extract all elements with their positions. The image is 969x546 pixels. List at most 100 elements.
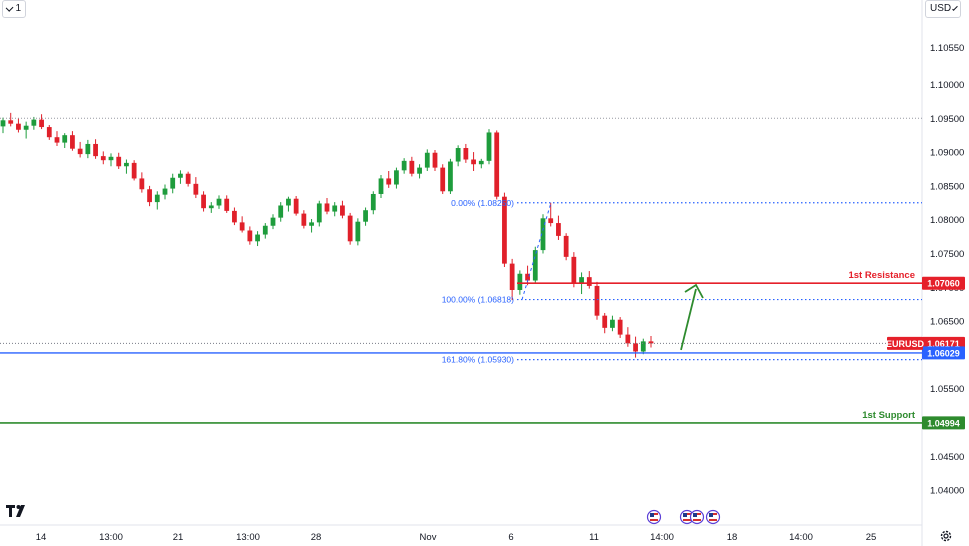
candle-body — [378, 178, 384, 194]
candle-body — [617, 319, 623, 335]
support-price-tag: 1.04994 — [927, 418, 960, 428]
flag-stripe — [650, 519, 658, 521]
price-tick-label: 1.09000 — [930, 148, 964, 159]
time-tick-label: 11 — [589, 532, 599, 543]
resistance-label: 1st Resistance — [848, 270, 915, 281]
time-tick-label: 18 — [727, 532, 738, 543]
support-label: 1st Support — [862, 410, 916, 421]
candle-body — [448, 161, 453, 192]
flag-stripe — [693, 519, 701, 521]
candle-body — [46, 127, 52, 138]
candle-body — [39, 119, 44, 128]
flag-stripe — [683, 519, 691, 521]
candle-body — [471, 159, 476, 165]
candle-body — [309, 222, 314, 226]
flag-canton — [709, 513, 713, 517]
candle-body — [633, 343, 638, 352]
time-tick-label: 6 — [508, 532, 513, 543]
candle-body — [8, 120, 14, 124]
candle-body — [401, 160, 407, 171]
price-tick-label: 1.10550 — [930, 43, 964, 54]
candle-body — [509, 263, 515, 290]
drawing-overlays: 0.00% (1.08250) 100.00% (1.06818) 161.80% … — [0, 117, 922, 424]
candle-body — [648, 341, 654, 344]
candle-body — [602, 315, 608, 328]
candle-body — [100, 156, 106, 161]
candle-body — [340, 205, 345, 216]
gear-icon[interactable] — [939, 529, 953, 543]
projection-arrow — [680, 288, 697, 351]
time-tick-label: 14:00 — [650, 532, 674, 543]
candle-body — [370, 193, 376, 211]
symbol-tag-bg — [887, 336, 923, 350]
support-price-tag-bg — [922, 416, 965, 430]
price-tick-label: 1.04000 — [930, 486, 964, 497]
price-tick-label: 1.08000 — [930, 215, 964, 226]
resistance-price-tag-bg — [922, 276, 965, 290]
candle-body — [170, 177, 176, 189]
candle-body — [586, 277, 592, 286]
candle-body — [193, 183, 199, 195]
candle-body — [247, 230, 253, 242]
candle-body — [131, 162, 137, 179]
candle-body — [116, 156, 122, 167]
level-price-tag: 1.06029 — [927, 348, 960, 358]
candle-body — [625, 334, 631, 344]
candlesticks — [0, 112, 654, 358]
candle-body — [154, 194, 160, 203]
flag-canton — [693, 513, 697, 517]
chevron-down-icon — [952, 4, 958, 11]
price-tick-label: 1.07500 — [930, 249, 964, 260]
candle-body — [494, 132, 500, 197]
candle-body — [293, 198, 299, 214]
candle-body — [324, 203, 330, 212]
candle-body — [178, 173, 183, 178]
candle-body — [216, 198, 222, 206]
candle-body — [417, 167, 422, 174]
candle-body — [93, 143, 98, 157]
candle-body — [432, 152, 438, 168]
candle-body — [486, 132, 492, 161]
candle-body — [108, 156, 114, 161]
candle-body — [286, 198, 291, 206]
candle-body — [563, 235, 569, 257]
candle-body — [525, 273, 530, 281]
candle-body — [386, 178, 392, 185]
economic-events[interactable] — [646, 509, 721, 525]
interval-button[interactable]: 1 — [2, 0, 26, 18]
current-price-tag: 1.06171 — [927, 339, 960, 349]
fib-level-label: 0.00% (1.08250) — [451, 198, 514, 208]
candle-body — [440, 167, 446, 192]
candle-body — [610, 319, 615, 328]
economic-event-flag-icon — [705, 509, 721, 525]
time-tick-label: Nov — [420, 532, 437, 543]
candle-body — [139, 178, 145, 190]
candle-body — [54, 137, 60, 143]
candle-body — [85, 143, 91, 155]
candle-body — [332, 205, 338, 212]
economic-event-flag-icon — [646, 509, 662, 525]
candle-body — [502, 196, 507, 264]
price-tick-label: 1.10000 — [930, 80, 964, 91]
symbol-tag: EURUSD — [886, 339, 925, 349]
arrow-head — [684, 283, 704, 299]
candle-body — [16, 123, 21, 130]
time-tick-label: 28 — [311, 532, 322, 543]
currency-label: USD — [930, 3, 952, 14]
candle-body — [355, 221, 361, 242]
candle-body — [594, 285, 600, 316]
candle-body — [316, 203, 322, 223]
interval-label: 1 — [15, 3, 21, 14]
candle-body — [239, 222, 245, 231]
candle-body — [31, 119, 37, 126]
candle-body — [532, 250, 538, 281]
candle-body — [363, 210, 368, 222]
currency-button[interactable]: USD — [925, 0, 961, 18]
candle-body — [394, 170, 399, 185]
resistance-price-tag: 1.07060 — [927, 279, 960, 289]
candle-body — [301, 213, 307, 226]
candle-body — [463, 148, 469, 160]
time-axis[interactable]: 14 13:00 21 13:00 28 Nov 6 11 14:00 18 14:00 25 — [36, 532, 877, 543]
